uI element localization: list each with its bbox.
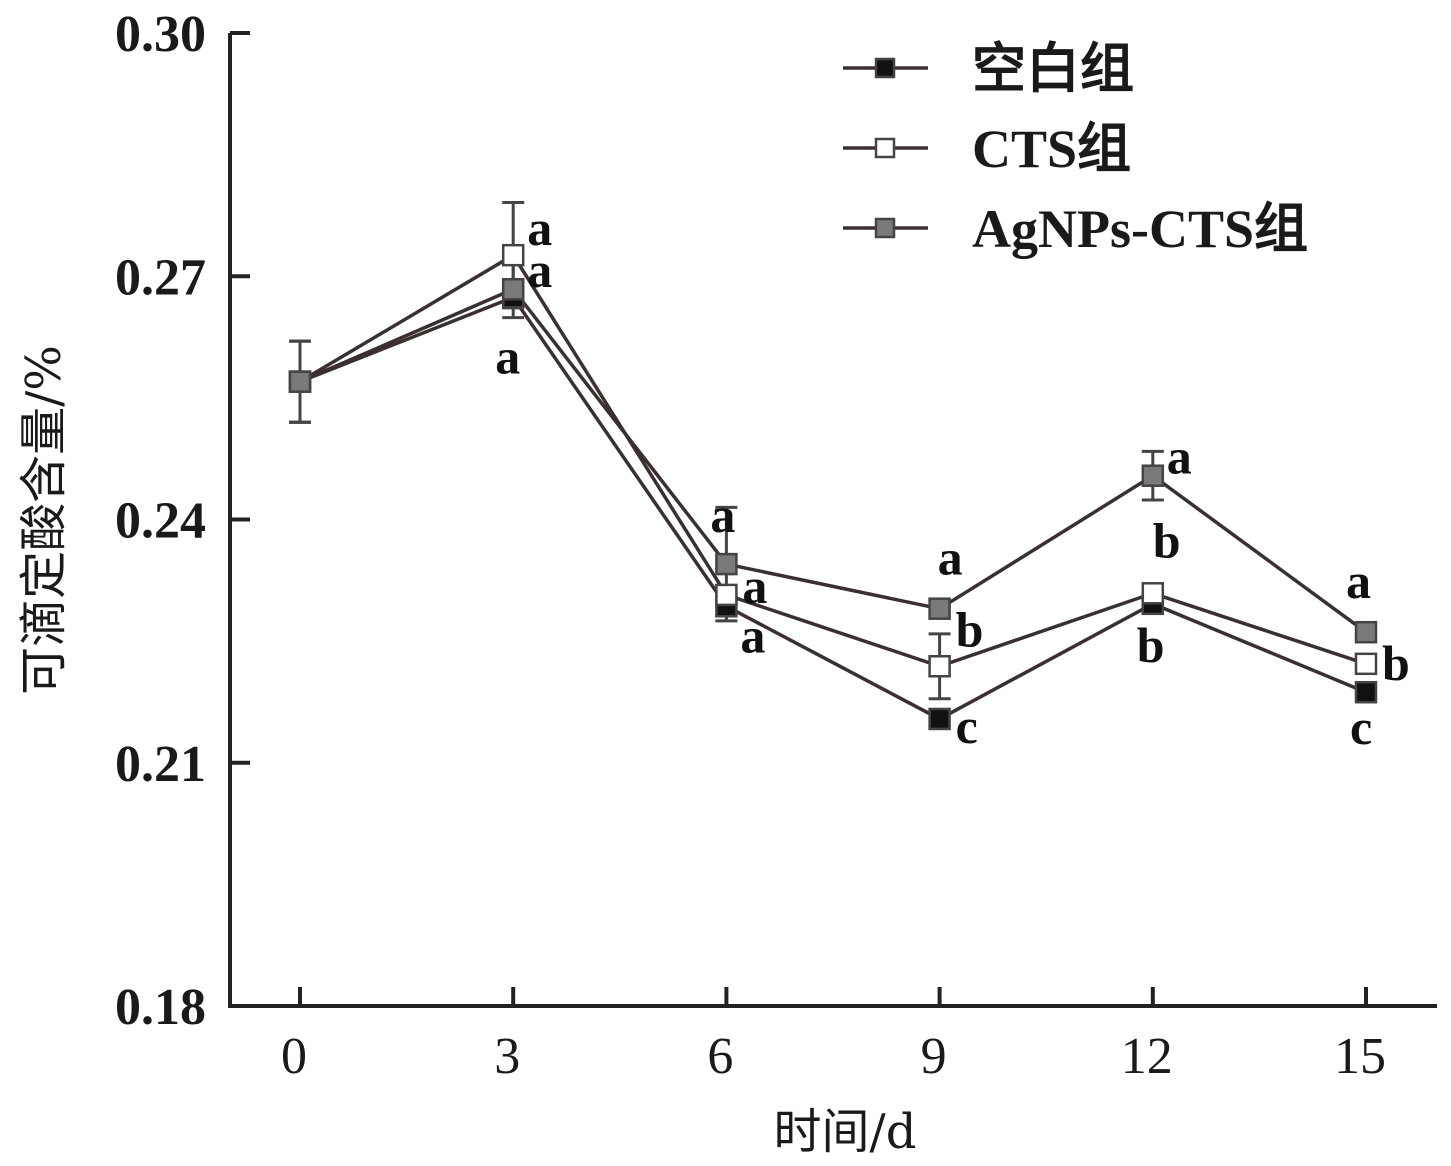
data-point-1 (501, 243, 525, 267)
axes (228, 31, 1437, 1008)
legend-label-2: AgNPs-CTS组 (972, 199, 1308, 259)
y-tick-label: 0.30 (115, 6, 206, 63)
significance-label: c (1350, 699, 1372, 755)
data-point-0 (928, 707, 951, 731)
y-axis-title: 可滴定酸含量/% (16, 345, 72, 695)
error-bars (289, 200, 1164, 701)
y-tick-label: 0.24 (115, 493, 206, 550)
data-point-2 (1141, 464, 1165, 487)
data-point-2 (1354, 620, 1378, 644)
markers (288, 243, 1378, 731)
significance-label: a (938, 530, 963, 586)
x-ticks: 0 3 6 9 12 15 (281, 987, 1386, 1085)
x-tick-label: 15 (1334, 1028, 1386, 1085)
x-axis-title: 时间/d (774, 1104, 917, 1160)
significance-label: b (1153, 512, 1181, 568)
legend-label-0: 空白组 (972, 39, 1134, 99)
significance-label: b (1137, 617, 1165, 673)
y-tick-label: 0.21 (115, 736, 206, 793)
significance-label: b (956, 601, 984, 657)
data-point-1 (1354, 652, 1378, 676)
data-point-1 (1141, 582, 1165, 605)
x-tick-label: 9 (921, 1028, 947, 1085)
significance-label: a (710, 487, 735, 543)
significance-label: a (1346, 553, 1371, 609)
y-tick-label: 0.18 (115, 979, 206, 1036)
y-tick-label: 0.27 (115, 249, 206, 306)
series-line-1 (299, 252, 1367, 669)
data-point-2 (928, 597, 951, 620)
significance-label: a (495, 328, 520, 384)
legend: 空白组 CTS组 AgNPs-CTS组 (843, 39, 1308, 259)
data-point-2 (288, 370, 312, 393)
y-ticks: 0.18 0.21 0.24 0.27 0.30 (115, 6, 250, 1036)
significance-label: a (742, 558, 767, 614)
legend-label-1: CTS组 (972, 119, 1131, 179)
data-point-2 (715, 552, 738, 576)
data-point-1 (928, 655, 951, 678)
significance-label: c (956, 698, 978, 754)
significance-label: a (1167, 429, 1192, 485)
x-tick-label: 0 (281, 1028, 307, 1085)
x-tick-label: 3 (494, 1028, 520, 1085)
significance-label: a (740, 607, 765, 663)
significance-label: b (1382, 635, 1410, 691)
data-point-2 (501, 277, 525, 301)
data-point-1 (715, 583, 738, 607)
data-point-0 (1354, 680, 1378, 704)
legend-marker-0 (874, 57, 896, 79)
series-lines (299, 252, 1368, 721)
x-tick-label: 12 (1121, 1028, 1173, 1085)
x-tick-label: 6 (707, 1028, 733, 1085)
significance-label: a (527, 242, 552, 298)
series-line-2 (299, 287, 1368, 634)
legend-marker-2 (874, 217, 896, 239)
significance-label: a (527, 200, 552, 256)
series-line-0 (299, 295, 1367, 721)
legend-marker-1 (874, 137, 896, 159)
